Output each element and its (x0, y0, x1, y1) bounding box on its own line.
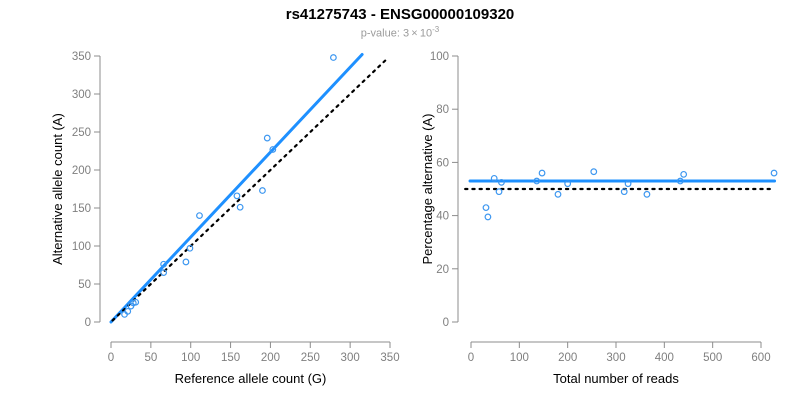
data-point (770, 169, 778, 177)
data-point (263, 134, 271, 142)
data-point (182, 258, 190, 266)
x-axis-title: Total number of reads (553, 371, 679, 386)
y-tick-label: 150 (72, 203, 91, 215)
chart-subtitle: p-value: 3 × 10-3 (0, 25, 800, 40)
data-point (186, 244, 194, 252)
y-tick-label: 50 (78, 279, 91, 291)
y-tick-label: 100 (430, 51, 449, 63)
data-point (554, 190, 562, 198)
y-tick-label: 60 (436, 157, 449, 169)
y-tick-label: 350 (72, 51, 91, 63)
x-tick-label: 50 (144, 352, 157, 364)
y-tick-label: 300 (72, 89, 91, 101)
y-tick-label: 80 (436, 104, 449, 116)
x-tick-label: 600 (751, 352, 770, 364)
data-point (533, 177, 541, 185)
x-tick-label: 350 (380, 352, 399, 364)
data-point (498, 178, 505, 186)
x-tick-label: 100 (510, 352, 529, 364)
x-tick-label: 250 (301, 352, 320, 364)
data-point (269, 146, 277, 153)
data-point (538, 169, 546, 177)
data-point (236, 203, 244, 211)
data-point (680, 170, 688, 178)
x-tick-label: 300 (606, 352, 625, 364)
x-tick-label: 200 (261, 352, 280, 364)
y-tick-label: 100 (72, 241, 91, 253)
data-point (132, 298, 140, 306)
y-axis-title: Alternative allele count (A) (50, 113, 65, 265)
y-tick-label: 40 (436, 211, 449, 223)
data-point (564, 180, 572, 188)
data-point (124, 307, 132, 315)
data-point (330, 54, 337, 61)
data-point (590, 168, 598, 176)
y-tick-label: 250 (72, 127, 91, 139)
data-point (233, 192, 241, 200)
data-point (643, 190, 651, 198)
x-tick-label: 500 (703, 352, 722, 364)
x-tick-label: 0 (468, 352, 474, 364)
x-tick-label: 0 (108, 352, 114, 364)
x-tick-label: 200 (558, 352, 577, 364)
y-tick-label: 0 (85, 317, 91, 329)
data-point (676, 177, 684, 185)
identity-line (111, 57, 389, 322)
data-point (620, 188, 628, 196)
pvalue-exponent: -3 (432, 25, 440, 34)
y-axis-title: Percentage alternative (A) (420, 113, 435, 264)
y-tick-label: 20 (436, 264, 449, 276)
x-tick-label: 400 (655, 352, 674, 364)
x-tick-label: 100 (181, 352, 200, 364)
regression-fit-line (109, 52, 364, 324)
chart-title: rs41275743 - ENSG00000109320 (285, 6, 515, 23)
x-axis-title: Reference allele count (G) (175, 371, 327, 386)
x-tick-label: 300 (341, 352, 360, 364)
x-tick-label: 150 (221, 352, 240, 364)
y-tick-label: 200 (72, 165, 91, 177)
data-point (160, 269, 168, 277)
data-point (495, 188, 503, 196)
data-point (484, 213, 492, 221)
data-point (624, 180, 632, 188)
pvalue-text: p-value: 3 × 10 (360, 27, 433, 40)
data-point (490, 174, 498, 182)
data-point (160, 260, 168, 268)
data-point (482, 204, 490, 212)
data-point (259, 187, 266, 194)
data-point (196, 212, 203, 220)
y-tick-label: 0 (443, 317, 449, 329)
